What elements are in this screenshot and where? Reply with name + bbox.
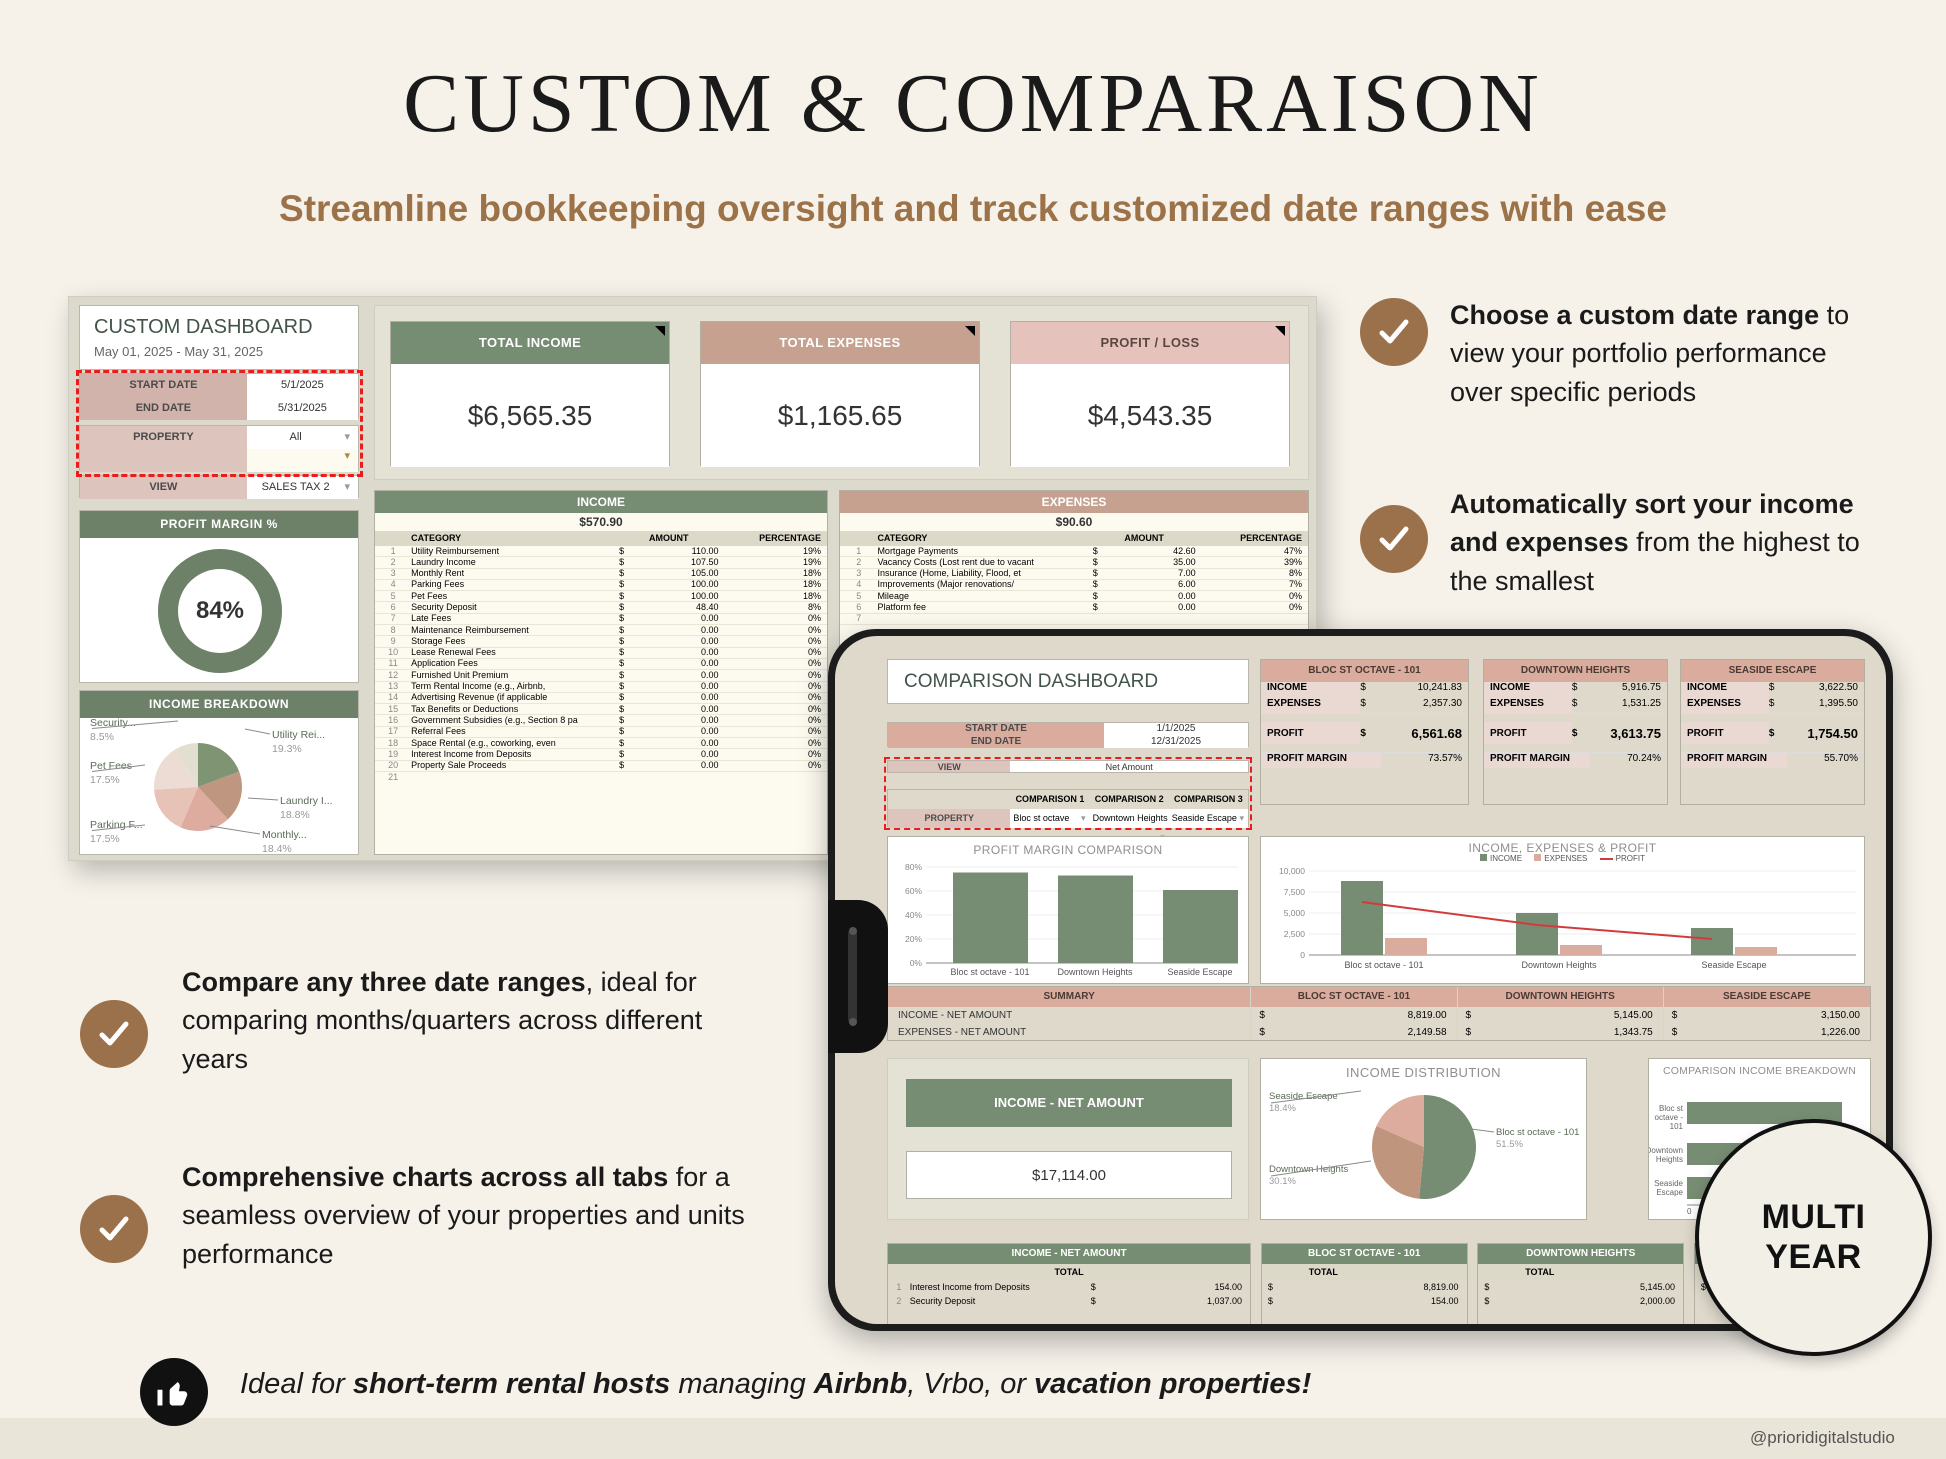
svg-text:Security...: Security... (90, 718, 136, 729)
svg-text:5,000: 5,000 (1284, 908, 1306, 918)
svg-text:Pet Fees: Pet Fees (90, 760, 132, 772)
svg-text:octave -: octave - (1655, 1113, 1684, 1122)
svg-text:80%: 80% (905, 862, 922, 872)
svg-text:101: 101 (1670, 1122, 1684, 1131)
svg-text:8.5%: 8.5% (90, 731, 114, 743)
svg-text:10,000: 10,000 (1279, 866, 1305, 876)
svg-text:Utility Rei...: Utility Rei... (272, 729, 325, 741)
svg-text:51.5%: 51.5% (1496, 1139, 1523, 1150)
svg-text:Bloc st octave - 101: Bloc st octave - 101 (950, 967, 1029, 977)
svg-text:0%: 0% (910, 958, 923, 968)
svg-text:Bloc st octave - 101: Bloc st octave - 101 (1496, 1127, 1579, 1138)
svg-text:Downtown Heights: Downtown Heights (1521, 960, 1597, 970)
svg-text:Downtown: Downtown (1649, 1146, 1683, 1155)
svg-text:Seaside Escape: Seaside Escape (1701, 960, 1766, 970)
svg-text:30.1%: 30.1% (1269, 1176, 1296, 1187)
svg-text:18.8%: 18.8% (280, 809, 310, 821)
svg-text:Monthly...: Monthly... (262, 829, 307, 841)
svg-text:18.4%: 18.4% (1269, 1103, 1296, 1114)
svg-text:Laundry I...: Laundry I... (280, 795, 333, 807)
svg-text:Downtown Heights: Downtown Heights (1057, 967, 1133, 977)
svg-text:Downtown Heights: Downtown Heights (1269, 1164, 1348, 1175)
svg-text:Bloc st octave - 101: Bloc st octave - 101 (1344, 960, 1423, 970)
svg-text:Parking F...: Parking F... (90, 819, 143, 831)
svg-text:18.4%: 18.4% (262, 843, 292, 855)
svg-text:Seaside: Seaside (1654, 1179, 1683, 1188)
svg-text:84%: 84% (196, 597, 244, 624)
svg-text:7,500: 7,500 (1284, 887, 1306, 897)
svg-text:Bloc st: Bloc st (1659, 1104, 1684, 1113)
svg-text:Escape: Escape (1656, 1188, 1683, 1197)
svg-text:Seaside Escape: Seaside Escape (1269, 1091, 1338, 1102)
svg-text:60%: 60% (905, 886, 922, 896)
svg-text:20%: 20% (905, 934, 922, 944)
svg-text:0: 0 (1300, 950, 1305, 960)
svg-text:17.5%: 17.5% (90, 774, 120, 786)
svg-text:Seaside Escape: Seaside Escape (1167, 967, 1232, 977)
svg-text:19.3%: 19.3% (272, 743, 302, 755)
svg-text:0: 0 (1687, 1207, 1692, 1216)
svg-text:Heights: Heights (1656, 1155, 1683, 1164)
svg-text:2,500: 2,500 (1284, 929, 1306, 939)
svg-text:17.5%: 17.5% (90, 833, 120, 845)
svg-text:40%: 40% (905, 910, 922, 920)
